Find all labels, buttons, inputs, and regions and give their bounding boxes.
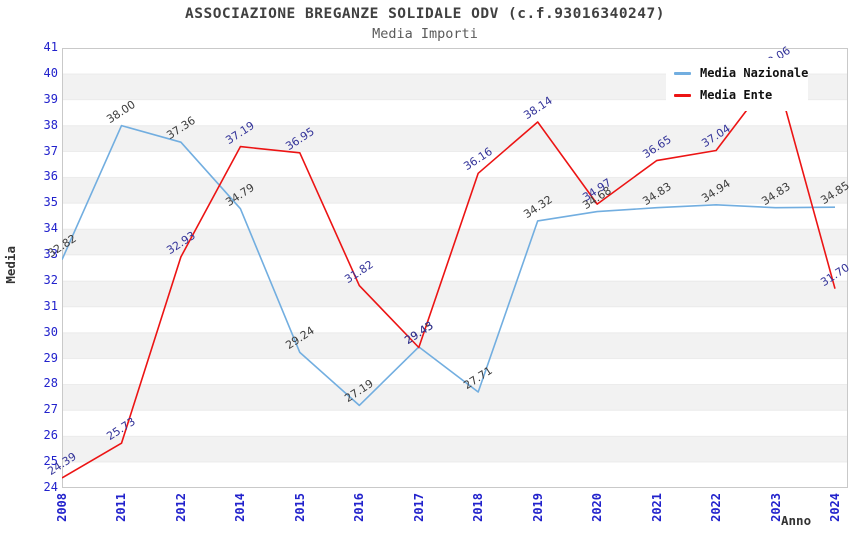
x-tick-label-2021: 2021 [649, 493, 664, 522]
legend-item-media-ente: Media Ente [674, 84, 800, 106]
grid-band [62, 280, 848, 307]
x-tick-label-2017: 2017 [411, 493, 426, 522]
y-axis-title: Media [3, 246, 18, 284]
y-tick-label: 32 [43, 272, 58, 287]
y-tick-label: 39 [43, 91, 58, 106]
legend-line-swatch-icon [674, 93, 691, 97]
x-tick-label-2019: 2019 [530, 493, 545, 522]
y-tick-label: 36 [43, 169, 58, 184]
legend-line-swatch-icon [674, 71, 691, 75]
legend-item-media-nazionale: Media Nazionale [674, 62, 808, 84]
y-tick-label: 40 [43, 65, 58, 80]
y-tick-label: 41 [43, 40, 58, 54]
legend-label: Media Nazionale [700, 66, 809, 80]
y-tick-label: 27 [43, 402, 58, 417]
legend: Media Nazionale Media Ente [666, 58, 808, 111]
x-axis-title: Anno [781, 513, 812, 528]
y-tick-label: 29 [43, 350, 58, 365]
y-tick-label: 25 [43, 454, 58, 469]
grid-band [62, 125, 848, 152]
series-line-media-ente [62, 71, 836, 479]
chart-subtitle: Media Importi [372, 26, 478, 42]
y-tick-label: 35 [43, 195, 58, 210]
y-tick-label: 31 [43, 298, 58, 313]
y-tick-label: 37 [43, 143, 58, 158]
plot-area [62, 48, 848, 488]
x-tick-label-2016: 2016 [352, 493, 367, 522]
chart-title: ASSOCIAZIONE BREGANZE SOLIDALE ODV (c.f.… [185, 6, 665, 22]
x-tick-label-2018: 2018 [471, 493, 486, 522]
legend-label: Media Ente [700, 88, 773, 102]
grid-band [62, 384, 848, 411]
grid-band [62, 436, 848, 463]
x-tick-label-2022: 2022 [709, 493, 724, 522]
y-tick-label: 34 [43, 221, 58, 236]
x-tick-label-2014: 2014 [233, 493, 248, 522]
y-tick-label: 38 [43, 117, 58, 132]
plot-border [62, 48, 848, 488]
y-tick-label: 24 [43, 480, 58, 494]
y-tick-label: 28 [43, 376, 58, 391]
y-tick-label: 30 [43, 324, 58, 339]
series-line-media-nazionale [62, 124, 836, 407]
x-tick-label-2008: 2008 [55, 493, 69, 522]
y-tick-label: 33 [43, 247, 58, 262]
grid-band [62, 332, 848, 359]
x-tick-label-2011: 2011 [114, 493, 129, 522]
x-tick-label-2020: 2020 [590, 493, 605, 522]
y-tick-label: 26 [43, 428, 58, 443]
x-tick-label-2024: 2024 [828, 493, 842, 522]
x-tick-label-2012: 2012 [173, 493, 188, 522]
x-tick-label-2015: 2015 [292, 493, 307, 522]
grid-band [62, 177, 848, 204]
